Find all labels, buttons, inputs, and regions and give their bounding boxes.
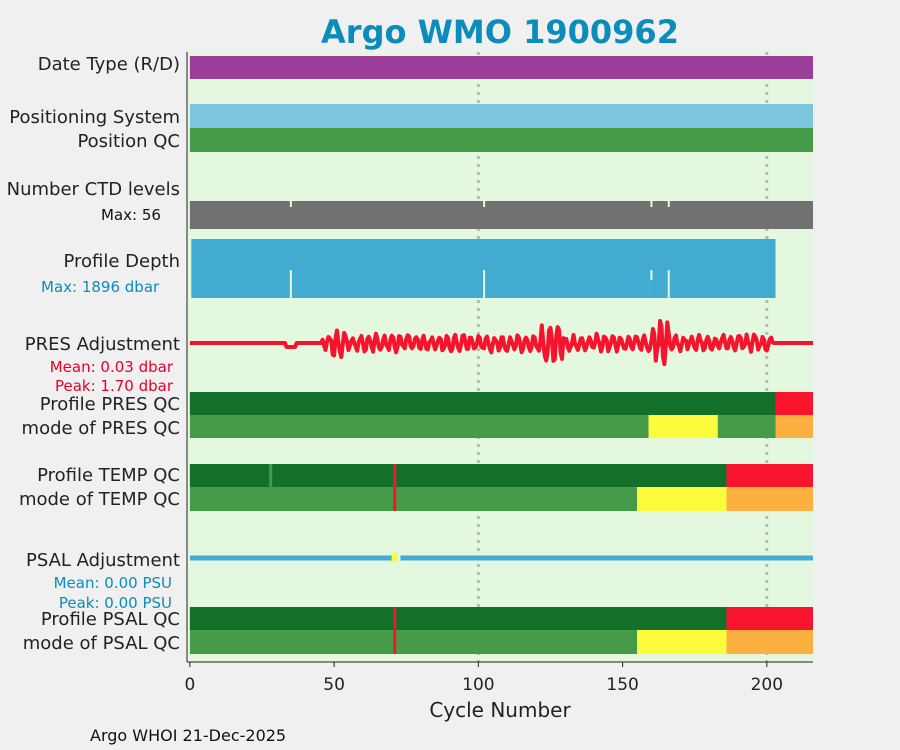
mode-psal-qc-seg-0 [189, 630, 638, 654]
mode-psal-qc-seg-2 [726, 630, 813, 654]
x-tick-label-100: 100 [462, 675, 494, 695]
ctd-notch-0 [289, 201, 292, 207]
depth-max-note: Max: 1896 dbar [41, 278, 160, 296]
depth-notch-1 [483, 270, 486, 298]
mode-psal-qc-seg-1 [637, 630, 727, 654]
label-data-type: Date Type (R/D) [38, 54, 180, 75]
label-position-qc: Position QC [77, 131, 180, 152]
position-qc-seg-0 [189, 128, 814, 152]
profile-psal-qc-seg-1 [726, 607, 813, 630]
mode-temp-qc-seg-2 [726, 487, 813, 511]
profile-temp-qc-mark-1 [393, 464, 397, 487]
pres-mean-note: Mean: 0.03 dbar [50, 358, 174, 376]
mode-pres-qc-seg-1 [648, 415, 718, 438]
mode-pres-qc-seg-2 [717, 415, 776, 438]
ctd-bar [189, 201, 814, 229]
data-series [189, 319, 814, 562]
profile-pres-qc-seg-0 [189, 392, 776, 415]
profile-temp-qc-mark-0 [269, 464, 273, 487]
profile-temp-qc-seg-1 [726, 464, 813, 487]
gridlines [476, 52, 769, 662]
footer-credit: Argo WHOI 21-Dec-2025 [90, 726, 286, 745]
mode-temp-qc-seg-0 [189, 487, 638, 511]
label-mode-pres-qc: mode of PRES QC [22, 418, 180, 439]
label-pres-adjustment: PRES Adjustment [25, 334, 180, 355]
ctd-notch-1 [483, 201, 486, 207]
depth-spike [650, 280, 661, 298]
x-tick-label-50: 50 [323, 675, 345, 695]
label-profile-psal-qc: Profile PSAL QC [41, 609, 180, 630]
depth-notch-3 [667, 270, 670, 298]
row-labels: Date Type (R/D) Positioning System Posit… [7, 54, 180, 654]
label-ctd-levels: Number CTD levels [7, 179, 180, 200]
pres-adjustment-line [189, 319, 814, 367]
pres-peak-note: Peak: 1.70 dbar [55, 377, 174, 395]
label-mode-temp-qc: mode of TEMP QC [19, 489, 180, 510]
mode-temp-qc-seg-1 [637, 487, 727, 511]
psal-mean-note: Mean: 0.00 PSU [54, 574, 172, 592]
label-profile-temp-qc: Profile TEMP QC [37, 465, 180, 486]
x-axis: 0 50 100 150 200 [184, 52, 813, 695]
label-profile-pres-qc: Profile PRES QC [40, 394, 180, 415]
psal-peak-note: Peak: 0.00 PSU [59, 594, 172, 612]
label-psal-adjustment: PSAL Adjustment [26, 550, 180, 571]
profile-temp-qc-seg-0 [189, 464, 727, 487]
depth-notch-0 [289, 270, 292, 298]
mode-temp-qc-mark-0 [393, 487, 397, 511]
chart-title: Argo WMO 1900962 [321, 13, 679, 51]
x-tick-label-150: 150 [606, 675, 638, 695]
label-profile-depth: Profile Depth [63, 251, 180, 272]
ctd-max-note: Max: 56 [101, 206, 161, 224]
label-positioning: Positioning System [9, 107, 180, 128]
x-tick-label-0: 0 [184, 675, 195, 695]
mode-pres-qc-seg-0 [189, 415, 649, 438]
profile-psal-qc-mark-0 [393, 607, 397, 630]
profile-psal-qc-seg-0 [189, 607, 727, 630]
ctd-notch-2 [650, 201, 653, 207]
ctd-notch-3 [667, 201, 670, 207]
mode-pres-qc-seg-3 [775, 415, 813, 438]
data-bars [189, 56, 814, 654]
mode-psal-qc-mark-0 [393, 630, 397, 654]
label-mode-psal-qc: mode of PSAL QC [23, 633, 180, 654]
positioning-seg-0 [189, 104, 814, 128]
x-axis-label: Cycle Number [429, 698, 571, 722]
profile-pres-qc-seg-1 [775, 392, 813, 415]
x-tick-label-200: 200 [751, 675, 783, 695]
psal-adjustment-marker [391, 553, 398, 562]
data-type-seg-0 [189, 56, 814, 79]
